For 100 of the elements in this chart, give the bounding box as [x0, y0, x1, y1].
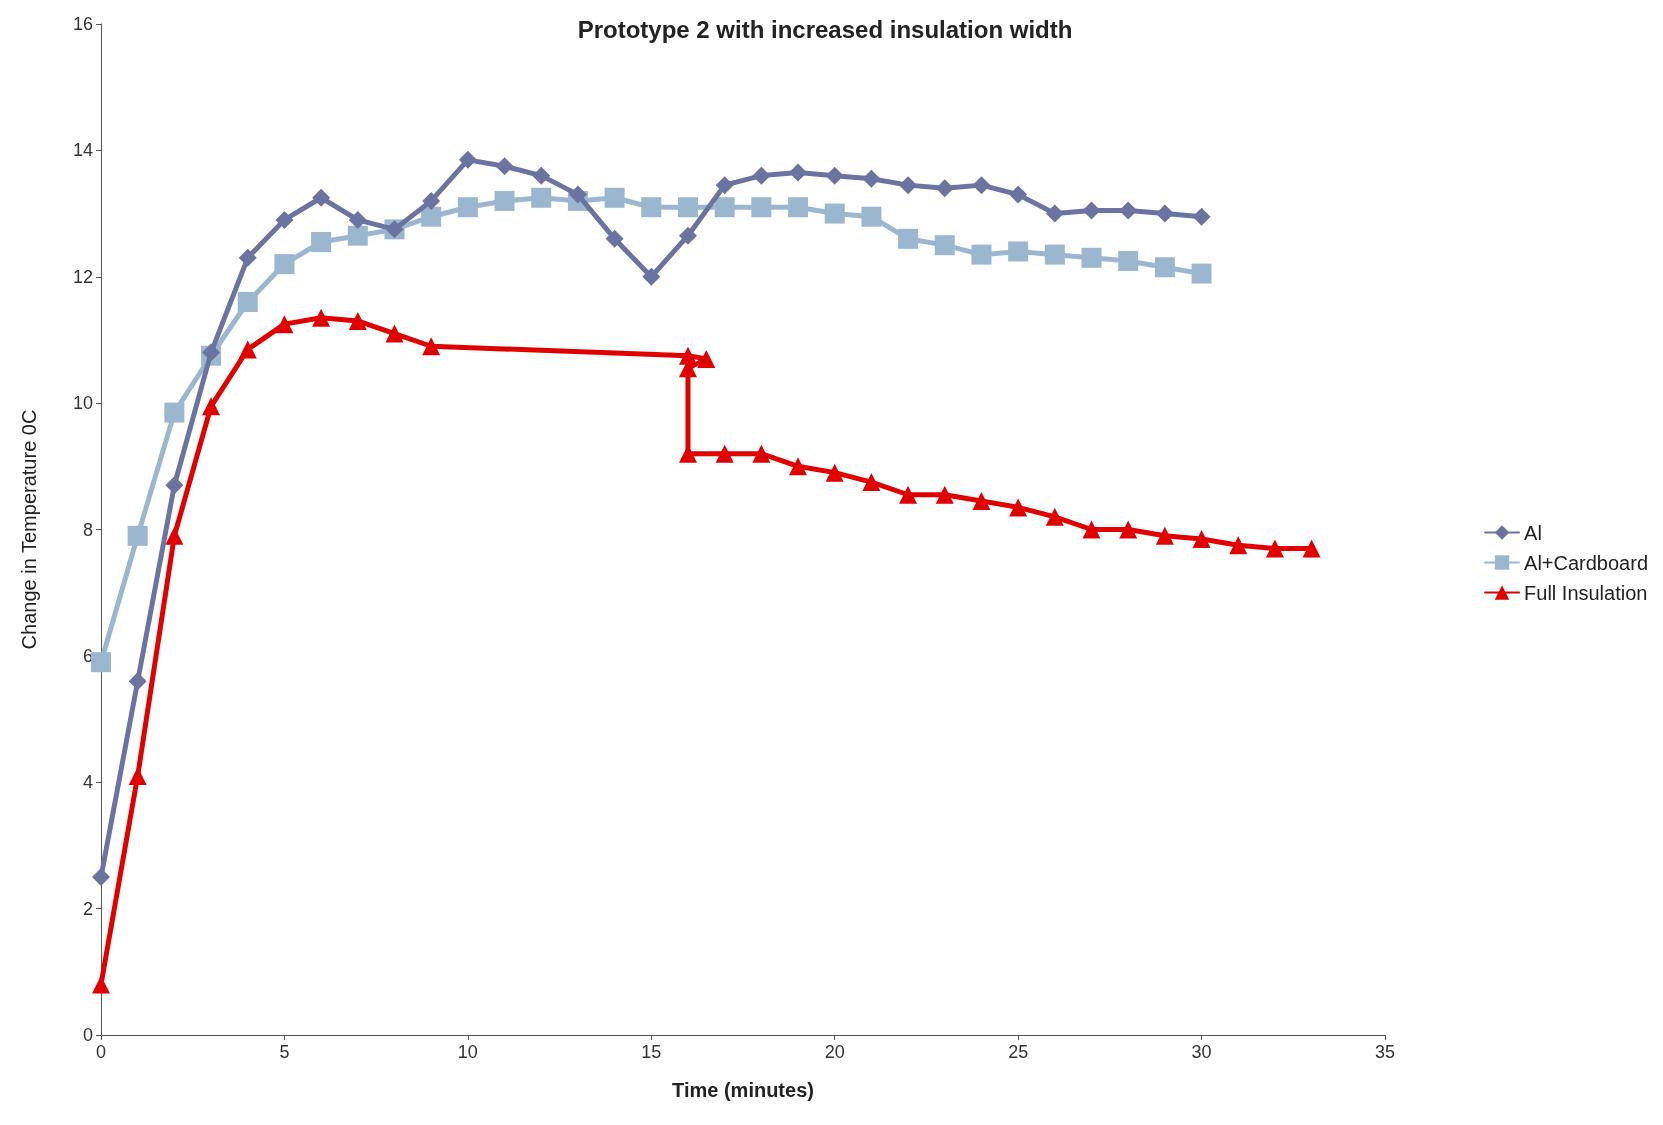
point — [237, 292, 258, 313]
point — [238, 248, 257, 267]
point — [275, 315, 294, 334]
x-tick-label: 5 — [279, 1042, 290, 1062]
point — [642, 267, 661, 286]
point — [751, 197, 772, 218]
legend-label: Full Insulation — [1524, 581, 1648, 604]
point — [1229, 536, 1248, 555]
point — [311, 232, 332, 252]
point — [128, 766, 147, 785]
point — [677, 197, 698, 218]
point — [971, 244, 992, 265]
x-tick-label: 20 — [824, 1042, 845, 1062]
point — [1009, 498, 1028, 517]
y-tick-label: 2 — [82, 898, 93, 919]
point — [825, 463, 844, 482]
point — [1045, 507, 1064, 526]
point — [678, 226, 697, 245]
point — [165, 526, 184, 545]
point — [1119, 520, 1138, 539]
point — [604, 187, 625, 208]
point — [275, 210, 294, 229]
point — [715, 176, 734, 195]
x-tick-label: 30 — [1191, 1042, 1212, 1062]
point — [457, 197, 478, 218]
point — [385, 324, 404, 343]
point — [605, 229, 624, 248]
point — [1265, 539, 1284, 558]
point — [861, 206, 882, 227]
point — [312, 308, 331, 327]
y-tick-label: 0 — [82, 1025, 93, 1045]
point — [531, 187, 552, 208]
y-tick-label: 16 — [72, 14, 93, 34]
y-axis-title: Change in Temperature 0C — [18, 409, 40, 650]
point — [422, 337, 441, 356]
point — [458, 150, 477, 169]
y-tick-label: 10 — [72, 393, 93, 414]
point — [641, 197, 662, 218]
point — [421, 206, 442, 227]
point — [789, 457, 808, 476]
point — [1119, 201, 1138, 220]
point — [1154, 257, 1175, 278]
point — [1009, 185, 1028, 204]
point — [1118, 250, 1139, 271]
point — [1081, 247, 1102, 268]
point — [972, 492, 991, 511]
x-tick-label: 35 — [1374, 1042, 1396, 1062]
point — [238, 340, 257, 359]
point — [1155, 204, 1174, 223]
x-tick-label: 15 — [641, 1042, 662, 1062]
point — [348, 311, 367, 330]
point — [92, 868, 110, 887]
point — [752, 166, 771, 185]
point — [824, 203, 845, 224]
legend-label: Al — [1524, 521, 1542, 544]
point — [568, 185, 587, 204]
y-tick-label: 8 — [82, 519, 93, 540]
point — [495, 157, 514, 176]
x-tick-label: 0 — [95, 1042, 107, 1062]
point — [1155, 526, 1174, 545]
point — [312, 188, 331, 207]
point — [898, 228, 919, 249]
point — [1192, 207, 1211, 226]
point — [1082, 520, 1101, 539]
point — [935, 179, 954, 198]
point — [127, 525, 148, 546]
point — [202, 397, 221, 416]
point — [862, 169, 881, 188]
point — [422, 191, 441, 210]
point — [1008, 241, 1029, 262]
point — [1302, 539, 1321, 558]
y-tick-label: 14 — [72, 140, 93, 161]
point — [752, 444, 771, 463]
point — [697, 349, 716, 368]
point — [91, 652, 111, 673]
point — [788, 197, 809, 218]
point — [862, 473, 881, 492]
point — [935, 485, 954, 504]
point — [164, 402, 185, 423]
point — [92, 975, 110, 994]
y-tick-label: 12 — [72, 266, 93, 287]
point — [825, 166, 844, 185]
point — [934, 235, 955, 256]
x-tick-label: 10 — [457, 1042, 478, 1062]
chart-title: Prototype 2 with increased insulation width — [577, 15, 1073, 43]
point — [347, 225, 368, 246]
point — [165, 476, 184, 495]
point — [899, 485, 918, 504]
point — [1191, 263, 1212, 284]
point — [348, 210, 367, 229]
point — [714, 197, 735, 218]
y-tick-label: 4 — [82, 772, 93, 793]
legend-label: Al+Cardboard — [1524, 551, 1648, 574]
point — [715, 444, 734, 463]
x-tick-label: 25 — [1008, 1042, 1029, 1062]
x-axis-title: Time (minutes) — [672, 1079, 814, 1101]
point — [1045, 204, 1064, 223]
point — [1044, 244, 1065, 265]
point — [494, 190, 515, 211]
point — [789, 163, 808, 182]
